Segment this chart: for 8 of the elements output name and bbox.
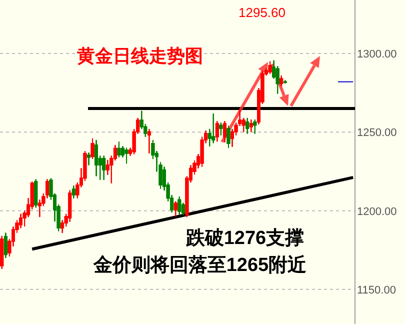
annotation: 金价则将回落至1265附近 (92, 254, 308, 276)
text: 黄金日线走势图 (76, 46, 203, 66)
annotation: 1295.60 (238, 5, 286, 20)
y-tick-label: 1200.00 (357, 206, 397, 218)
y-tick-label: 1300.00 (357, 48, 397, 60)
y-tick-label: 1150.00 (357, 284, 396, 296)
y-tick-label: 1250.00 (357, 127, 397, 140)
annotation: 跌破1276支撑 (184, 227, 304, 249)
